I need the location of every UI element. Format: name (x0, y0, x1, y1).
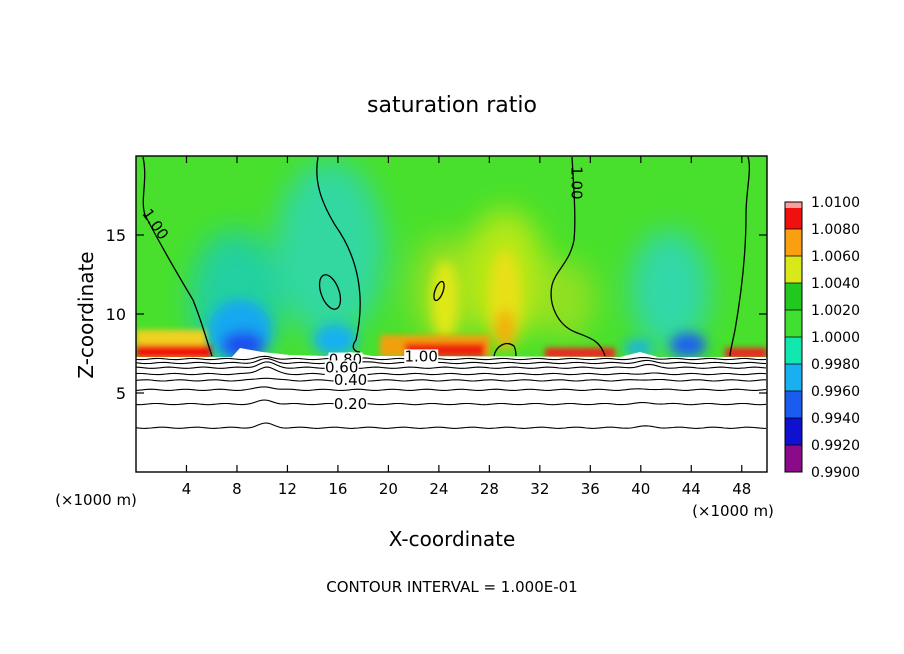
x-units-right: (×1000 m) (692, 502, 774, 520)
colorbar-tick-label: 1.0060 (811, 249, 860, 265)
contour-label: 1.00 (405, 347, 438, 365)
blob-blue-right (670, 333, 706, 357)
colorbar-swatch (785, 445, 802, 472)
x-tick-label: 8 (232, 480, 242, 498)
band-red-right (545, 348, 615, 358)
contour-1.00-far-right (729, 156, 751, 357)
contour-label-bg (324, 360, 359, 376)
colorbar-swatch (785, 202, 802, 229)
colorbar-tick-label: 1.0040 (811, 276, 860, 292)
colorbar-swatch (785, 337, 802, 364)
contour-1.00-mid (316, 156, 361, 353)
colorbar-tick-label: 0.9980 (811, 357, 860, 373)
contour-labels: 1.001.001.000.800.600.400.20 (138, 166, 585, 413)
y-tick-label: 15 (106, 226, 126, 245)
x-tick-label: 24 (429, 480, 448, 498)
blob-blue-mid (313, 324, 357, 356)
colorbar-tick-label: 0.9900 (811, 465, 860, 481)
contour-1.00-bump (493, 342, 517, 357)
y-axis-label: Z-coordinate (74, 251, 98, 378)
colorbar-swatch (785, 310, 802, 337)
chart-title: saturation ratio (367, 93, 537, 118)
x-tick-label: 4 (182, 480, 192, 498)
sub-cloud-contours (136, 355, 767, 429)
contour-label: 1.00 (567, 166, 585, 199)
colorbar-swatch-top (785, 202, 802, 208)
plot-area (136, 156, 767, 472)
y-tick-label: 5 (116, 384, 126, 403)
colorbar-tick-label: 1.0000 (811, 330, 860, 346)
colorbar-tick-label: 1.0020 (811, 303, 860, 319)
blob-warm-40 (535, 260, 595, 340)
contour-label: 0.60 (325, 358, 358, 376)
field-color-detail (208, 250, 706, 360)
x-tick-label: 12 (278, 480, 297, 498)
blob-yellow-24 (431, 260, 459, 340)
x-units-left: (×1000 m) (55, 491, 137, 509)
x-axis: 4 8 12 16 20 24 28 32 36 40 44 48 (182, 156, 751, 498)
colorbar-swatch (785, 229, 802, 256)
colorbar-swatch (785, 283, 802, 310)
colorbar-swatch (785, 256, 802, 283)
contour-label: 0.20 (334, 395, 367, 413)
x-tick-label: 40 (631, 480, 650, 498)
y-tick-label: 10 (106, 305, 126, 324)
blob-cool-right (630, 230, 710, 350)
contours-upper (142, 156, 751, 357)
contour-line (136, 366, 767, 376)
colorbar-tick-label: 0.9920 (811, 438, 860, 454)
contour-1.00-loop-b (433, 280, 445, 302)
contour-1.00-right (550, 156, 606, 357)
band-red-left (136, 345, 211, 359)
x-tick-label: 36 (581, 480, 600, 498)
contour-line (136, 357, 767, 365)
y-axis: 5 10 15 (106, 226, 767, 403)
colorbar: 0.9900 0.9920 0.9940 0.9960 0.9980 1.0000 1.00… (784, 195, 860, 481)
blob-orange-28 (495, 310, 515, 350)
band-red-right2 (725, 348, 767, 358)
x-tick-label: 28 (480, 480, 499, 498)
x-tick-label: 32 (530, 480, 549, 498)
x-tick-label: 48 (732, 480, 751, 498)
colorbar-tick-label: 0.9960 (811, 384, 860, 400)
contour-1.00-left (142, 156, 213, 357)
contour-label: 0.40 (334, 371, 367, 389)
contour-line (136, 377, 766, 382)
x-axis-label: X-coordinate (389, 527, 516, 551)
cloud-free-region (136, 348, 767, 472)
colorbar-tick-label: 1.0100 (811, 195, 860, 211)
colorbar-tick-label: 0.9940 (811, 411, 860, 427)
contour-1.00-loop-a (318, 274, 342, 310)
contour-interval-note: CONTOUR INTERVAL = 1.000E-01 (326, 578, 577, 596)
contour-line (136, 399, 767, 406)
contour-label-bg (333, 373, 368, 389)
contour-line (136, 386, 767, 391)
blob-blue-right2 (624, 340, 652, 356)
colorbar-swatch (785, 391, 802, 418)
contour-label-bg (333, 396, 368, 412)
contour-label-bg (404, 349, 439, 365)
x-tick-label: 44 (682, 480, 701, 498)
blob-cool-mid (275, 160, 385, 340)
x-tick-label: 20 (379, 480, 398, 498)
colorbar-swatch (785, 364, 802, 391)
colorbar-tick-label: 1.0080 (811, 222, 860, 238)
contour-line (136, 355, 767, 361)
x-tick-label: 16 (328, 480, 347, 498)
contour-line (136, 422, 767, 429)
colorbar-swatch (785, 418, 802, 445)
contour-line (136, 361, 767, 369)
